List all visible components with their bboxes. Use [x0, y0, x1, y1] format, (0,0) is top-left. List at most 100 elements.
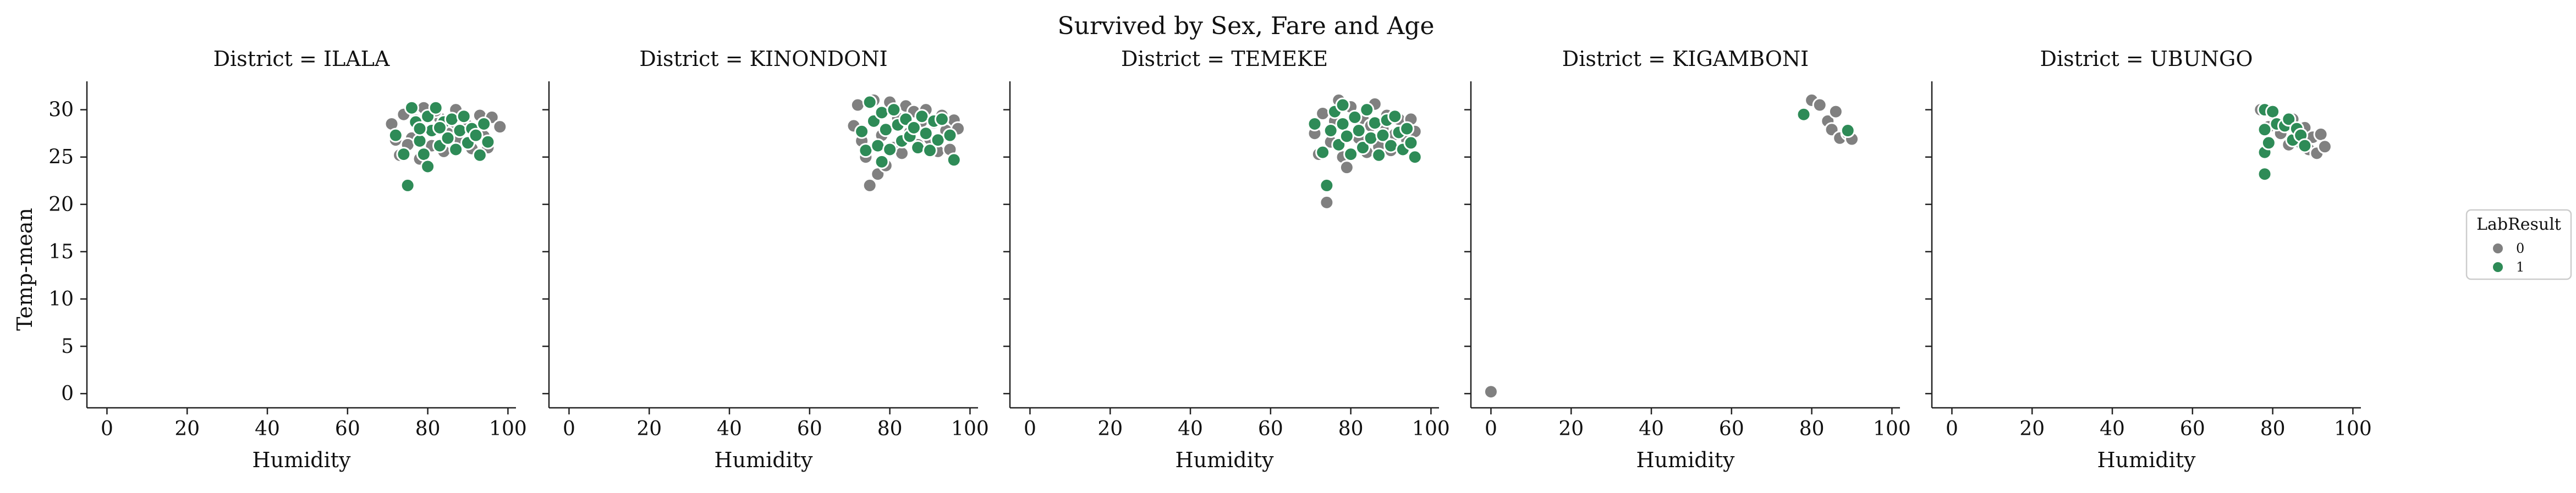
scatter-point	[862, 178, 877, 193]
scatter-point	[1315, 145, 1331, 160]
x-tick-label: 80	[2260, 418, 2286, 440]
scatter-point	[452, 123, 468, 139]
scatter-point	[1387, 109, 1403, 124]
x-tick-label: 20	[636, 418, 662, 440]
scatter-point	[1323, 123, 1338, 139]
scatter-point	[432, 120, 447, 135]
scatter-point	[440, 130, 455, 146]
x-axis-label: Humidity	[1175, 448, 1274, 472]
scatter-point	[476, 116, 492, 131]
scatter-point	[472, 147, 487, 163]
x-tick-label: 80	[1799, 418, 1825, 440]
scatter-point	[412, 133, 427, 148]
panel-2: District = TEMEKE 0 20 40 60 80 100 Humidity	[1003, 47, 1450, 472]
scatter-point	[448, 142, 464, 157]
panel-title: District = KIGAMBONI	[1562, 47, 1809, 71]
scatter-point	[2297, 138, 2313, 153]
x-tick-label: 0	[1946, 418, 1958, 440]
scatter-point	[1840, 123, 1855, 139]
scatter-point	[2261, 135, 2276, 151]
scatter-point	[2257, 122, 2272, 137]
x-tick-label: 40	[2100, 418, 2125, 440]
x-tick-label: 40	[1178, 418, 1203, 440]
y-tick-label: 15	[48, 241, 74, 263]
chart-title: Survived by Sex, Fare and Age	[1057, 12, 1434, 40]
panels: District = ILALA 0 20 40 60 80 100 0 5 10 15 20 25 30…	[48, 47, 2372, 472]
x-tick-label: 80	[415, 418, 441, 440]
x-tick-label: 0	[1024, 418, 1036, 440]
x-tick-label: 100	[2334, 418, 2372, 440]
x-tick-label: 60	[335, 418, 360, 440]
scatter-point	[1383, 138, 1399, 153]
x-tick-label: 80	[877, 418, 903, 440]
y-tick-label: 0	[61, 383, 74, 405]
scatter-point	[396, 147, 411, 162]
scatter-point	[870, 138, 886, 153]
y-axis-label: Temp-mean	[13, 208, 37, 331]
scatter-point	[1307, 116, 1322, 131]
scatter-point	[1347, 109, 1363, 125]
panel-4: District = UBUNGO 0 20 40 60 80 100 Humidity	[1925, 47, 2372, 472]
scatter-point	[1375, 128, 1391, 143]
x-axis-label: Humidity	[2097, 448, 2196, 472]
scatter-point	[1359, 102, 1375, 118]
x-tick-label: 60	[1258, 418, 1283, 440]
scatter-point	[412, 121, 427, 136]
scatter-point	[882, 142, 898, 157]
scatter-point	[456, 109, 471, 124]
scatter-point	[2257, 167, 2272, 182]
scatter-point	[1403, 135, 1419, 151]
x-tick-label: 0	[101, 418, 113, 440]
scatter-point	[886, 102, 902, 118]
legend-marker	[2492, 261, 2504, 273]
panel-3: District = KIGAMBONI 0 20 40 60 80 100 Humidity	[1464, 47, 1911, 472]
legend-label: 0	[2516, 241, 2524, 256]
x-tick-label: 20	[1097, 418, 1123, 440]
x-axis-label: Humidity	[1636, 448, 1735, 472]
scatter-point	[862, 95, 877, 110]
panel-title: District = UBUNGO	[2040, 47, 2253, 71]
x-tick-label: 0	[1485, 418, 1497, 440]
y-tick-label: 5	[61, 335, 74, 358]
scatter-point	[1399, 121, 1415, 136]
x-tick-label: 100	[1412, 418, 1450, 440]
scatter-point	[1319, 178, 1334, 193]
x-tick-label: 100	[951, 418, 989, 440]
scatter-point	[1339, 160, 1354, 175]
scatter-point	[1351, 123, 1366, 139]
scatter-point	[420, 159, 436, 174]
scatter-point	[918, 126, 933, 141]
scatter-point	[854, 124, 870, 139]
panel-0: District = ILALA 0 20 40 60 80 100 0 5 10 15 20 25 30…	[48, 47, 527, 472]
scatter-point	[1483, 384, 1498, 400]
scatter-point	[1363, 130, 1378, 146]
scatter-point	[1343, 147, 1359, 162]
x-tick-label: 40	[255, 418, 280, 440]
x-tick-label: 60	[2180, 418, 2205, 440]
scatter-point	[1371, 147, 1387, 163]
legend-frame	[2465, 209, 2572, 280]
scatter-point	[1828, 104, 1843, 119]
x-tick-label: 100	[1873, 418, 1911, 440]
x-tick-label: 80	[1338, 418, 1364, 440]
scatter-point	[492, 119, 508, 135]
y-tick-label: 20	[48, 193, 74, 216]
scatter-point	[1796, 107, 1811, 122]
x-tick-label: 20	[1558, 418, 1584, 440]
y-tick-label: 10	[48, 288, 74, 311]
scatter-point	[400, 178, 415, 193]
x-tick-label: 0	[563, 418, 575, 440]
x-tick-label: 100	[489, 418, 527, 440]
x-axis-label: Humidity	[714, 448, 813, 472]
x-tick-label: 20	[174, 418, 200, 440]
scatter-point	[1335, 97, 1350, 113]
scatter-point	[388, 128, 403, 143]
scatter-point	[1335, 116, 1350, 131]
panel-1: District = KINONDONI 0 20 40 60 80 100 Humidity	[542, 47, 989, 472]
legend-marker	[2492, 242, 2504, 254]
scatter-point	[468, 128, 484, 143]
panel-title: District = TEMEKE	[1121, 47, 1328, 71]
x-tick-label: 20	[2019, 418, 2045, 440]
scatter-point	[874, 154, 889, 169]
